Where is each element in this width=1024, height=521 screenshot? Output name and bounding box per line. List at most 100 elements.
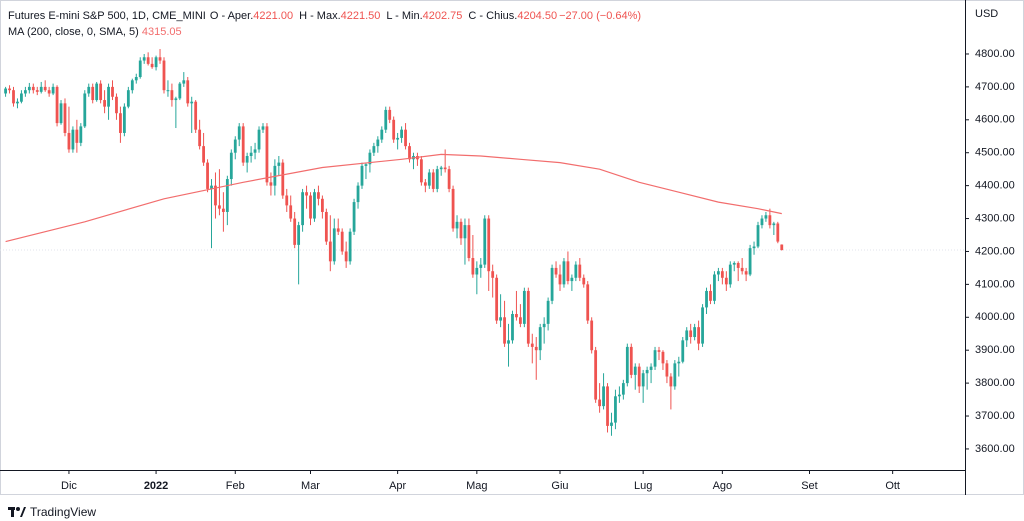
candle-body: [515, 313, 518, 318]
candle-body: [297, 225, 301, 245]
candle-body: [732, 262, 736, 265]
candle-body: [134, 77, 138, 81]
y-tick-label: 4500.00: [975, 147, 1015, 159]
candle-body: [649, 366, 653, 370]
ohlc-label: C - Chius.: [468, 10, 518, 22]
candle-body: [174, 98, 178, 101]
candle-body: [214, 185, 217, 206]
candle-body: [158, 57, 162, 61]
candle-body: [182, 80, 186, 84]
y-tick-label: 3700.00: [975, 410, 1015, 422]
y-tick-label: 4400.00: [975, 180, 1015, 192]
y-tick-label: 3800.00: [975, 377, 1015, 389]
candle-body: [427, 172, 431, 186]
change: −27.00 (−0.64%): [559, 10, 642, 22]
candle-body: [233, 139, 237, 153]
candle-body: [313, 192, 316, 219]
candle-body: [423, 182, 427, 186]
candle-body: [190, 101, 194, 104]
candle-body: [491, 271, 495, 278]
ma-line: [5, 153, 782, 243]
y-tick-label: 4700.00: [975, 81, 1015, 93]
candle-body: [380, 129, 384, 140]
candle-body: [633, 366, 637, 375]
candle-body: [566, 261, 570, 282]
ma-value: 4315.05: [141, 26, 182, 38]
candle-body: [392, 119, 396, 140]
x-tick-label: 2022: [144, 480, 168, 492]
candle-body: [618, 394, 621, 397]
candle-body: [653, 350, 657, 367]
x-tick-label: Ago: [713, 480, 733, 492]
legend-row: MA (200, close, 0, SMA, 5) 4315.05: [8, 24, 647, 40]
ohlc-value: 4221.50: [340, 10, 381, 22]
candle-body: [47, 90, 51, 94]
candle-body: [87, 86, 91, 94]
candle-body: [210, 185, 213, 189]
ohlc-label: H - Max.: [299, 10, 341, 22]
candle-body: [115, 96, 118, 114]
candle-body: [637, 366, 641, 387]
candle-body: [186, 80, 190, 104]
candle-body: [43, 86, 47, 91]
candle-body: [677, 361, 681, 364]
ohlc-value: 4221.00: [253, 10, 294, 22]
candle-body: [95, 83, 99, 101]
candle-body: [621, 383, 625, 395]
candle-body: [768, 215, 772, 226]
candle-body: [16, 101, 19, 104]
candle-body: [301, 192, 304, 226]
candle-body: [99, 83, 103, 101]
chart: USD 3600.00 3700.00 3800.00 3900.00 4000.00 4…: [0, 0, 1024, 495]
ohlc-values: O - Aper.4221.00 H - Max.4221.50 L - Min.4…: [206, 10, 559, 22]
y-tick-label: 4300.00: [975, 212, 1015, 224]
candle-body: [657, 350, 661, 352]
candle-body: [610, 422, 613, 426]
candle-body: [229, 152, 233, 180]
candle-body: [495, 277, 499, 321]
x-tick-label: Giu: [551, 480, 568, 492]
candle-body: [582, 277, 586, 285]
candle-body: [455, 221, 459, 229]
candle-body: [728, 264, 732, 285]
candle-body: [530, 343, 534, 347]
candle-body: [67, 132, 71, 150]
legend-row: Futures E-mini S&P 500, 1D, CME_MINI O - …: [8, 8, 647, 24]
x-tick-label: Set: [801, 480, 818, 492]
candle-body: [249, 152, 253, 157]
y-tick-label: 4600.00: [975, 114, 1015, 126]
currency: USD: [975, 8, 998, 20]
candle-body: [720, 271, 724, 278]
candle-body: [245, 156, 249, 163]
candle-body: [35, 90, 39, 92]
candle-body: [602, 386, 605, 407]
candle-body: [364, 164, 368, 166]
y-tick-label: 4200.00: [975, 245, 1015, 257]
candle-body: [225, 179, 229, 212]
candle-body: [697, 327, 701, 344]
candle-body: [309, 195, 312, 219]
candle-body: [542, 323, 546, 328]
candle-body: [451, 188, 455, 229]
candle-body: [257, 129, 261, 150]
candle-body: [518, 317, 522, 324]
candle-body: [629, 346, 633, 375]
candle-body: [772, 223, 776, 226]
candle-body: [439, 167, 443, 170]
symbol: Futures E-mini S&P 500, 1D, CME_MINI: [8, 10, 206, 22]
ohlc-value: 4202.75: [422, 10, 463, 22]
candle-body: [273, 165, 277, 186]
candle-body: [685, 330, 689, 341]
candle-body: [166, 90, 170, 92]
y-tick-label: 4000.00: [975, 311, 1015, 323]
x-tick-label: Apr: [389, 480, 406, 492]
candle-body: [526, 290, 530, 344]
candle-body: [669, 376, 673, 387]
legend: Futures E-mini S&P 500, 1D, CME_MINI O - …: [8, 8, 647, 40]
x-tick-label: Feb: [226, 480, 245, 492]
candle-body: [320, 198, 324, 212]
brand[interactable]: TradingView: [8, 505, 96, 519]
candle-body: [317, 192, 320, 199]
y-tick-label: 4800.00: [975, 48, 1015, 60]
candle-body: [194, 101, 198, 130]
